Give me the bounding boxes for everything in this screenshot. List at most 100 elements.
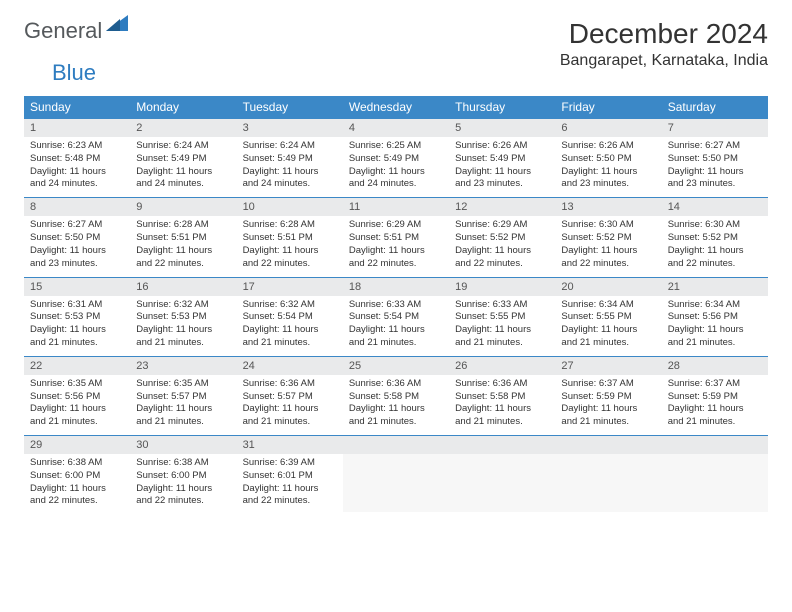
calendar-day-cell: 17Sunrise: 6:32 AMSunset: 5:54 PMDayligh… xyxy=(237,277,343,356)
location: Bangarapet, Karnataka, India xyxy=(560,52,768,70)
calendar-day-cell: 12Sunrise: 6:29 AMSunset: 5:52 PMDayligh… xyxy=(449,198,555,277)
calendar-table: SundayMondayTuesdayWednesdayThursdayFrid… xyxy=(24,96,768,514)
calendar-day-cell: 31Sunrise: 6:39 AMSunset: 6:01 PMDayligh… xyxy=(237,436,343,515)
calendar-day-cell: 4Sunrise: 6:25 AMSunset: 5:49 PMDaylight… xyxy=(343,119,449,198)
calendar-day-cell: 24Sunrise: 6:36 AMSunset: 5:57 PMDayligh… xyxy=(237,356,343,435)
day-number: 26 xyxy=(449,357,555,375)
day-number: 30 xyxy=(130,436,236,454)
calendar-week-row: 29Sunrise: 6:38 AMSunset: 6:00 PMDayligh… xyxy=(24,436,768,515)
day-number: 10 xyxy=(237,198,343,216)
day-body: Sunrise: 6:38 AMSunset: 6:00 PMDaylight:… xyxy=(24,454,130,514)
day-body xyxy=(662,454,768,512)
day-number xyxy=(555,436,661,454)
day-number: 17 xyxy=(237,278,343,296)
calendar-week-row: 8Sunrise: 6:27 AMSunset: 5:50 PMDaylight… xyxy=(24,198,768,277)
weekday-header: Saturday xyxy=(662,96,768,119)
calendar-body: 1Sunrise: 6:23 AMSunset: 5:48 PMDaylight… xyxy=(24,119,768,515)
calendar-day-cell: 27Sunrise: 6:37 AMSunset: 5:59 PMDayligh… xyxy=(555,356,661,435)
calendar-day-cell: 8Sunrise: 6:27 AMSunset: 5:50 PMDaylight… xyxy=(24,198,130,277)
day-body: Sunrise: 6:27 AMSunset: 5:50 PMDaylight:… xyxy=(24,216,130,276)
weekday-header: Sunday xyxy=(24,96,130,119)
day-number: 14 xyxy=(662,198,768,216)
day-body: Sunrise: 6:30 AMSunset: 5:52 PMDaylight:… xyxy=(555,216,661,276)
day-number xyxy=(662,436,768,454)
day-number xyxy=(343,436,449,454)
logo-text-general: General xyxy=(24,18,102,44)
title-block: December 2024 Bangarapet, Karnataka, Ind… xyxy=(560,18,768,70)
calendar-day-cell xyxy=(555,436,661,515)
weekday-header: Wednesday xyxy=(343,96,449,119)
day-body: Sunrise: 6:34 AMSunset: 5:55 PMDaylight:… xyxy=(555,296,661,356)
day-number: 2 xyxy=(130,119,236,137)
calendar-day-cell: 14Sunrise: 6:30 AMSunset: 5:52 PMDayligh… xyxy=(662,198,768,277)
day-number: 29 xyxy=(24,436,130,454)
calendar-week-row: 22Sunrise: 6:35 AMSunset: 5:56 PMDayligh… xyxy=(24,356,768,435)
calendar-day-cell: 26Sunrise: 6:36 AMSunset: 5:58 PMDayligh… xyxy=(449,356,555,435)
day-number: 1 xyxy=(24,119,130,137)
calendar-day-cell: 20Sunrise: 6:34 AMSunset: 5:55 PMDayligh… xyxy=(555,277,661,356)
day-body: Sunrise: 6:31 AMSunset: 5:53 PMDaylight:… xyxy=(24,296,130,356)
logo-triangle-icon xyxy=(106,13,128,36)
day-body: Sunrise: 6:35 AMSunset: 5:56 PMDaylight:… xyxy=(24,375,130,435)
day-body: Sunrise: 6:23 AMSunset: 5:48 PMDaylight:… xyxy=(24,137,130,197)
calendar-day-cell xyxy=(662,436,768,515)
day-body: Sunrise: 6:28 AMSunset: 5:51 PMDaylight:… xyxy=(237,216,343,276)
calendar-week-row: 1Sunrise: 6:23 AMSunset: 5:48 PMDaylight… xyxy=(24,119,768,198)
day-body: Sunrise: 6:36 AMSunset: 5:58 PMDaylight:… xyxy=(449,375,555,435)
day-body: Sunrise: 6:30 AMSunset: 5:52 PMDaylight:… xyxy=(662,216,768,276)
weekday-header-row: SundayMondayTuesdayWednesdayThursdayFrid… xyxy=(24,96,768,119)
day-body: Sunrise: 6:33 AMSunset: 5:55 PMDaylight:… xyxy=(449,296,555,356)
day-body: Sunrise: 6:29 AMSunset: 5:51 PMDaylight:… xyxy=(343,216,449,276)
day-body: Sunrise: 6:24 AMSunset: 5:49 PMDaylight:… xyxy=(237,137,343,197)
calendar-day-cell: 5Sunrise: 6:26 AMSunset: 5:49 PMDaylight… xyxy=(449,119,555,198)
day-body: Sunrise: 6:29 AMSunset: 5:52 PMDaylight:… xyxy=(449,216,555,276)
day-body: Sunrise: 6:32 AMSunset: 5:54 PMDaylight:… xyxy=(237,296,343,356)
day-number: 16 xyxy=(130,278,236,296)
calendar-day-cell: 23Sunrise: 6:35 AMSunset: 5:57 PMDayligh… xyxy=(130,356,236,435)
day-number: 6 xyxy=(555,119,661,137)
day-number xyxy=(449,436,555,454)
calendar-day-cell: 28Sunrise: 6:37 AMSunset: 5:59 PMDayligh… xyxy=(662,356,768,435)
day-body: Sunrise: 6:37 AMSunset: 5:59 PMDaylight:… xyxy=(662,375,768,435)
day-number: 23 xyxy=(130,357,236,375)
day-number: 24 xyxy=(237,357,343,375)
day-body: Sunrise: 6:26 AMSunset: 5:50 PMDaylight:… xyxy=(555,137,661,197)
calendar-day-cell: 7Sunrise: 6:27 AMSunset: 5:50 PMDaylight… xyxy=(662,119,768,198)
day-number: 9 xyxy=(130,198,236,216)
day-body: Sunrise: 6:38 AMSunset: 6:00 PMDaylight:… xyxy=(130,454,236,514)
day-number: 20 xyxy=(555,278,661,296)
day-number: 13 xyxy=(555,198,661,216)
calendar-day-cell: 25Sunrise: 6:36 AMSunset: 5:58 PMDayligh… xyxy=(343,356,449,435)
day-body xyxy=(449,454,555,512)
logo: General xyxy=(24,18,130,44)
calendar-day-cell: 6Sunrise: 6:26 AMSunset: 5:50 PMDaylight… xyxy=(555,119,661,198)
day-number: 15 xyxy=(24,278,130,296)
calendar-day-cell: 16Sunrise: 6:32 AMSunset: 5:53 PMDayligh… xyxy=(130,277,236,356)
day-number: 19 xyxy=(449,278,555,296)
calendar-day-cell: 9Sunrise: 6:28 AMSunset: 5:51 PMDaylight… xyxy=(130,198,236,277)
day-body: Sunrise: 6:36 AMSunset: 5:58 PMDaylight:… xyxy=(343,375,449,435)
day-body: Sunrise: 6:37 AMSunset: 5:59 PMDaylight:… xyxy=(555,375,661,435)
day-number: 25 xyxy=(343,357,449,375)
calendar-day-cell: 15Sunrise: 6:31 AMSunset: 5:53 PMDayligh… xyxy=(24,277,130,356)
calendar-day-cell: 2Sunrise: 6:24 AMSunset: 5:49 PMDaylight… xyxy=(130,119,236,198)
day-body: Sunrise: 6:26 AMSunset: 5:49 PMDaylight:… xyxy=(449,137,555,197)
calendar-day-cell: 13Sunrise: 6:30 AMSunset: 5:52 PMDayligh… xyxy=(555,198,661,277)
day-number: 22 xyxy=(24,357,130,375)
day-body xyxy=(343,454,449,512)
logo-text-blue: Blue xyxy=(52,60,96,86)
calendar-day-cell: 11Sunrise: 6:29 AMSunset: 5:51 PMDayligh… xyxy=(343,198,449,277)
day-body: Sunrise: 6:33 AMSunset: 5:54 PMDaylight:… xyxy=(343,296,449,356)
weekday-header: Tuesday xyxy=(237,96,343,119)
day-body: Sunrise: 6:36 AMSunset: 5:57 PMDaylight:… xyxy=(237,375,343,435)
day-number: 7 xyxy=(662,119,768,137)
day-body: Sunrise: 6:27 AMSunset: 5:50 PMDaylight:… xyxy=(662,137,768,197)
day-number: 3 xyxy=(237,119,343,137)
day-number: 4 xyxy=(343,119,449,137)
weekday-header: Monday xyxy=(130,96,236,119)
calendar-day-cell: 1Sunrise: 6:23 AMSunset: 5:48 PMDaylight… xyxy=(24,119,130,198)
calendar-day-cell xyxy=(343,436,449,515)
day-number: 21 xyxy=(662,278,768,296)
calendar-day-cell: 3Sunrise: 6:24 AMSunset: 5:49 PMDaylight… xyxy=(237,119,343,198)
day-body: Sunrise: 6:39 AMSunset: 6:01 PMDaylight:… xyxy=(237,454,343,514)
